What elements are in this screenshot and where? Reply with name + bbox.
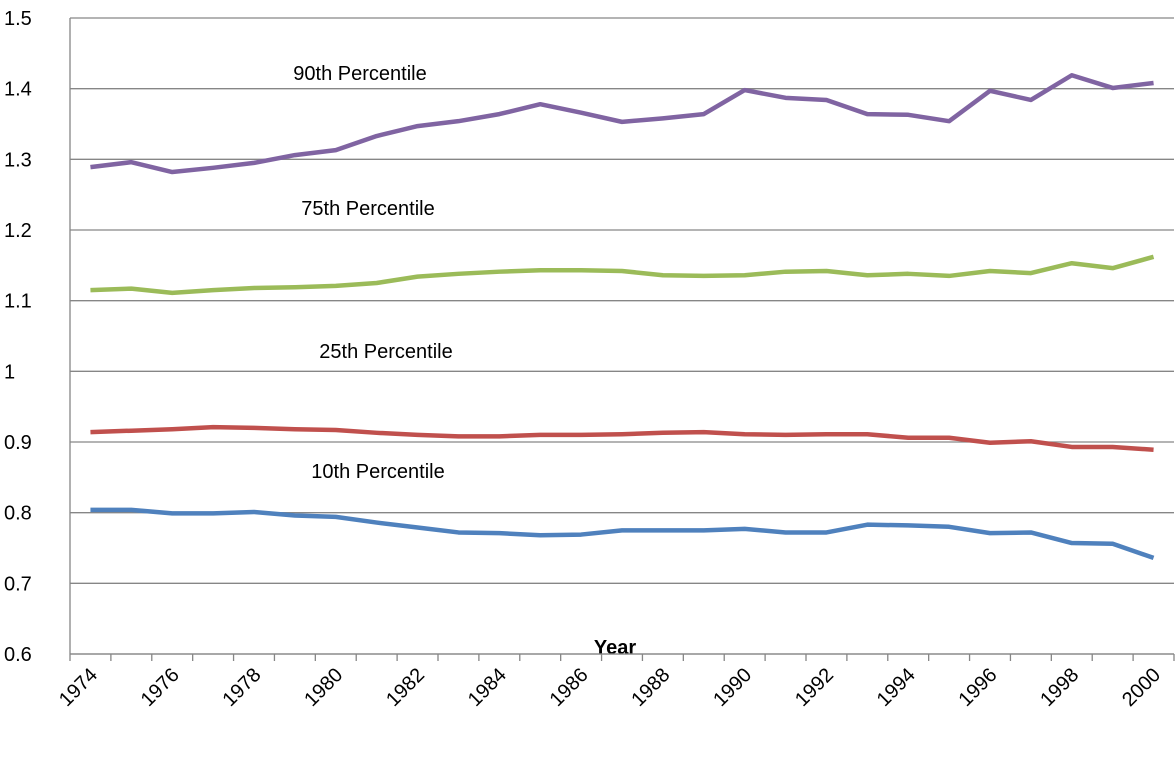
series-label: 90th Percentile [293, 63, 426, 85]
x-tick-label: 1990 [709, 664, 756, 711]
y-tick-label: 1.3 [4, 149, 32, 171]
x-tick-label: 1980 [300, 664, 347, 711]
series-line [90, 507, 1155, 561]
y-tick-label: 0.7 [4, 573, 32, 595]
y-tick-label: 1.4 [4, 79, 32, 101]
x-tick-label: 1988 [627, 664, 674, 711]
y-tick-label: 1.5 [4, 8, 32, 30]
series-line [90, 72, 1154, 175]
x-tick-label: 1978 [219, 664, 266, 711]
series-line [90, 254, 1155, 296]
x-tick-label: 1992 [791, 664, 838, 711]
x-tick-label: 1994 [873, 664, 920, 711]
series-label: 10th Percentile [311, 461, 444, 483]
x-tick-label: 1984 [464, 664, 511, 711]
series-label: 75th Percentile [301, 198, 434, 220]
x-tick-label: 2000 [1118, 664, 1165, 711]
y-tick-label: 1 [4, 361, 15, 383]
x-tick-label: 1974 [55, 664, 102, 711]
x-tick-label: 1996 [955, 664, 1002, 711]
series-line [90, 424, 1154, 453]
x-tick-label: 1998 [1036, 664, 1083, 711]
x-tick-label: 1986 [546, 664, 593, 711]
x-axis-label: Year [594, 637, 636, 659]
y-tick-label: 0.9 [4, 432, 32, 454]
y-tick-label: 0.6 [4, 644, 32, 666]
y-tick-label: 1.1 [4, 291, 32, 313]
x-tick-label: 1976 [137, 664, 184, 711]
y-tick-label: 1.2 [4, 220, 32, 242]
y-tick-label: 0.8 [4, 503, 32, 525]
series-label: 25th Percentile [319, 341, 452, 363]
x-tick-label: 1982 [382, 664, 429, 711]
